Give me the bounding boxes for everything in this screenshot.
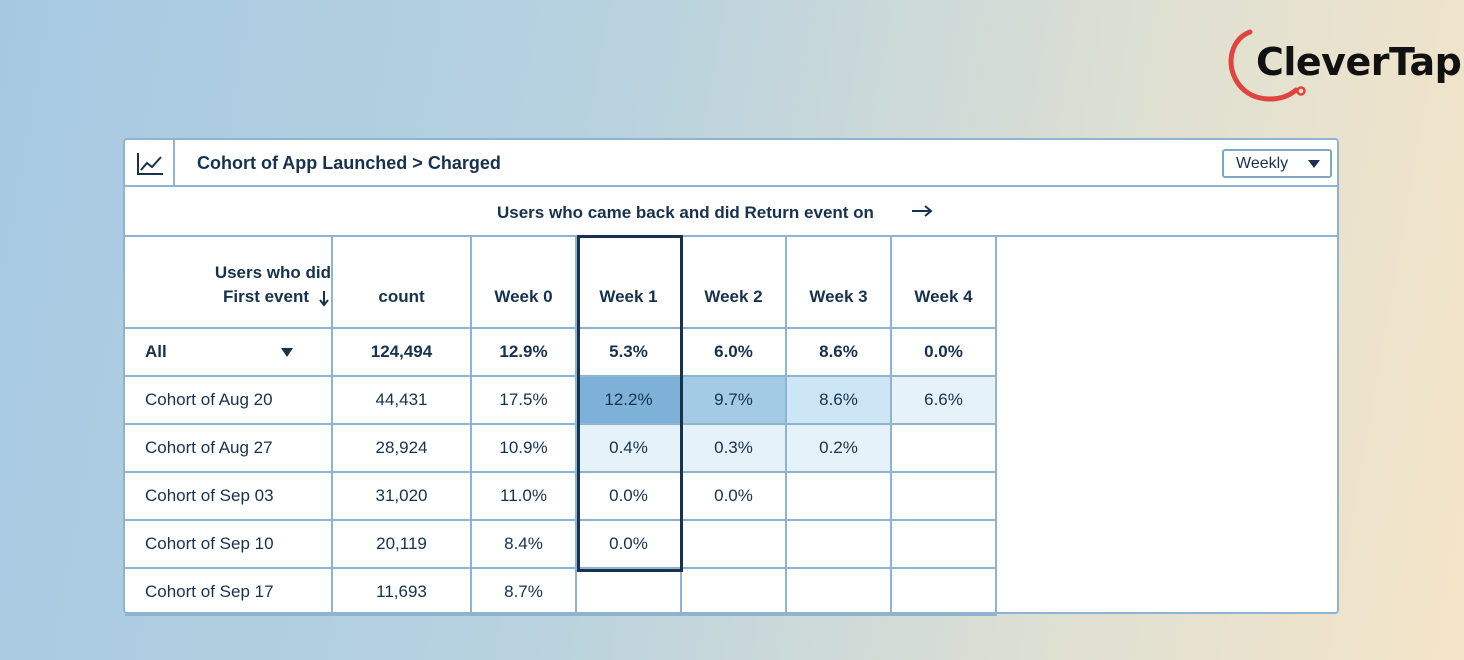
cohort-row-label: Cohort of Sep 10: [125, 521, 333, 569]
cohort-panel: Cohort of App Launched > Charged Weekly …: [123, 138, 1339, 616]
cohort-cell: 44,431: [333, 377, 472, 425]
all-label: All: [145, 342, 167, 361]
cohort-cell: 17.5%: [472, 377, 577, 425]
cohort-cell: [577, 569, 682, 616]
cohort-cell: 9.7%: [682, 377, 787, 425]
return-event-subheader: Users who came back and did Return event…: [125, 187, 1339, 237]
cohort-cell: 28,924: [333, 425, 472, 473]
column-header: Week 4: [892, 237, 997, 329]
cohort-cell: 12.2%: [577, 377, 682, 425]
cohort-cell: [787, 521, 892, 569]
cohort-cell: 31,020: [333, 473, 472, 521]
all-row-cell: 6.0%: [682, 329, 787, 377]
panel-header: Cohort of App Launched > Charged Weekly: [125, 140, 1339, 187]
interval-dropdown[interactable]: Weekly: [1222, 149, 1332, 178]
cohort-cell: 0.2%: [787, 425, 892, 473]
cohort-cell: 8.7%: [472, 569, 577, 616]
brand-name: CleverTap: [1256, 40, 1462, 84]
cohort-cell: [892, 569, 997, 616]
panel-title: Cohort of App Launched > Charged: [197, 153, 501, 173]
cohort-cell: 11.0%: [472, 473, 577, 521]
all-row-cell: 8.6%: [787, 329, 892, 377]
first-event-header-line2: First event: [223, 287, 309, 306]
arrow-right-icon: [912, 205, 933, 217]
all-cohort-filter[interactable]: All: [125, 329, 333, 377]
cohort-cell: [682, 521, 787, 569]
column-header: Week 0: [472, 237, 577, 329]
cohort-cell: 10.9%: [472, 425, 577, 473]
clevertap-logo: CleverTap: [1226, 28, 1462, 106]
cohort-cell: [787, 569, 892, 616]
cohort-cell: [892, 521, 997, 569]
cohort-cell: [892, 473, 997, 521]
cohort-cell: 0.0%: [577, 521, 682, 569]
cohort-cell: 8.4%: [472, 521, 577, 569]
cohort-cell: 0.4%: [577, 425, 682, 473]
cohort-cell: [892, 425, 997, 473]
caret-down-icon: [281, 347, 293, 357]
logo-arc-icon: [1228, 29, 1306, 102]
cohort-cell: 8.6%: [787, 377, 892, 425]
cohort-cell: 11,693: [333, 569, 472, 616]
cohort-cell: 0.0%: [682, 473, 787, 521]
cohort-row-label: Cohort of Sep 17: [125, 569, 333, 616]
first-event-header: Users who did First event: [125, 237, 333, 329]
cohort-cell: 0.0%: [577, 473, 682, 521]
column-header: Week 3: [787, 237, 892, 329]
chevron-down-icon: [1308, 160, 1320, 168]
column-header: Week 1: [577, 237, 682, 329]
all-row-cell: 0.0%: [892, 329, 997, 377]
cohort-row-label: Cohort of Sep 03: [125, 473, 333, 521]
chart-icon-button[interactable]: [125, 140, 175, 185]
first-event-header-line1: Users who did: [214, 263, 331, 282]
cohort-row-label: Cohort of Aug 20: [125, 377, 333, 425]
cohort-cell: [787, 473, 892, 521]
cohort-cell: 20,119: [333, 521, 472, 569]
subheader-text: Users who came back and did Return event…: [497, 203, 874, 222]
column-header: Week 2: [682, 237, 787, 329]
all-row-cell: 124,494: [333, 329, 472, 377]
arrow-down-icon: [319, 290, 329, 307]
all-row-cell: 5.3%: [577, 329, 682, 377]
interval-dropdown-value: Weekly: [1236, 155, 1289, 172]
cohort-row-label: Cohort of Aug 27: [125, 425, 333, 473]
first-event-header-line2-wrap: First event: [223, 285, 331, 309]
cohort-cell: 6.6%: [892, 377, 997, 425]
all-row-cell: 12.9%: [472, 329, 577, 377]
cohort-cell: [682, 569, 787, 616]
column-header: count: [333, 237, 472, 329]
line-chart-icon: [137, 153, 163, 175]
cohort-cell: 0.3%: [682, 425, 787, 473]
